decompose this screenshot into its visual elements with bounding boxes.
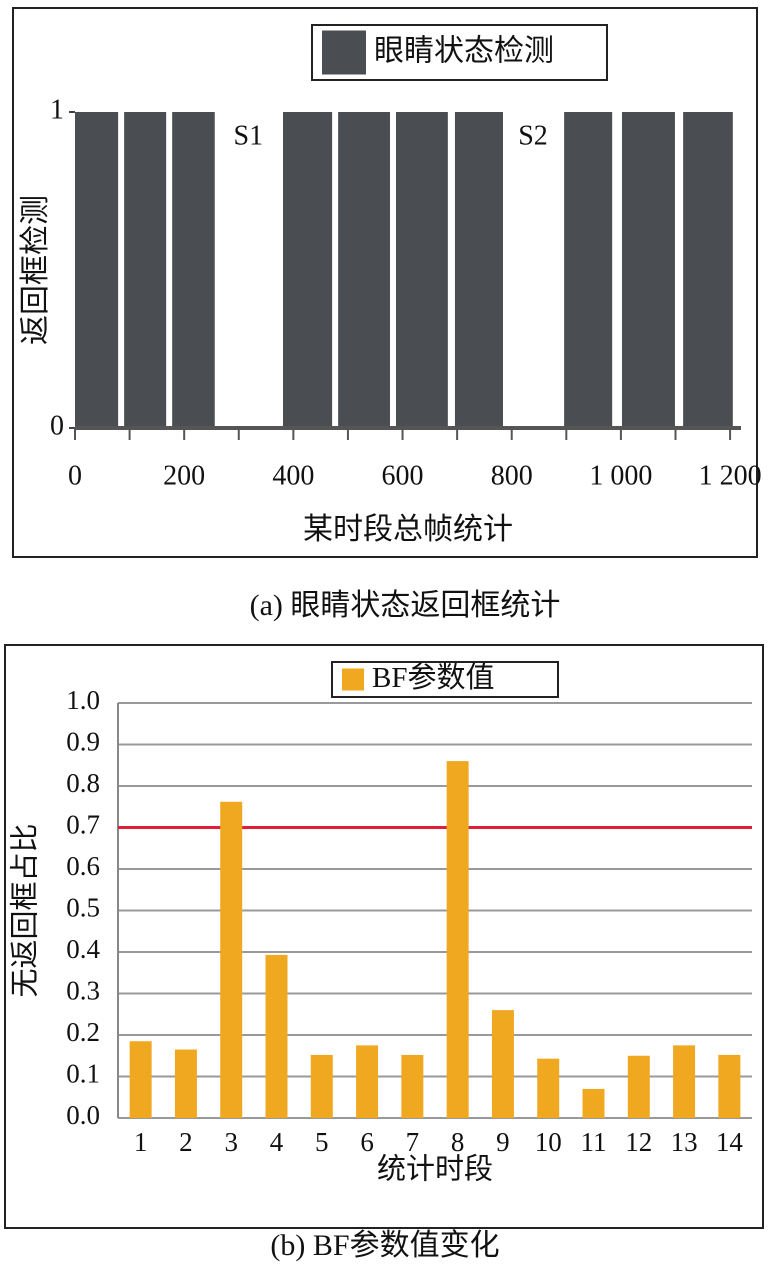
bar: [454, 112, 503, 428]
bar: [75, 112, 119, 428]
bar: [446, 761, 469, 1118]
x-tick-label: 6: [360, 1127, 374, 1157]
x-tick-label: 2: [179, 1127, 193, 1157]
bar: [564, 112, 613, 428]
x-tick-label: 400: [272, 460, 314, 491]
x-tick-label: 4: [270, 1127, 284, 1157]
legend-label: BF参数值: [372, 661, 494, 694]
caption: (b) BF参数值变化: [270, 1229, 499, 1262]
y-tick-label: 0.2: [66, 1017, 100, 1047]
bar: [395, 112, 448, 428]
legend-swatch: [322, 30, 366, 75]
bar: [282, 112, 333, 428]
bar: [627, 1055, 650, 1118]
annotation-segment: [215, 112, 281, 428]
y-tick-label: 1.0: [66, 685, 100, 715]
frame-b: [4, 644, 764, 1229]
y-tick-label: 0.6: [66, 851, 100, 881]
x-tick-label: 800: [491, 460, 533, 491]
y-axis-title: 无返回框占比: [9, 823, 42, 997]
y-tick-label: 0.1: [66, 1059, 100, 1089]
bar: [673, 1045, 696, 1118]
x-tick-label: 200: [163, 460, 205, 491]
bar: [582, 1088, 605, 1118]
bar: [537, 1058, 560, 1118]
y-tick-label: 0.9: [66, 727, 100, 757]
annotation-label: S2: [518, 120, 548, 151]
x-axis-title: 某时段总帧统计: [303, 513, 513, 546]
bar: [124, 112, 167, 428]
legend-swatch: [342, 668, 364, 691]
bar: [265, 954, 288, 1118]
y-tick-label: 0.8: [66, 768, 100, 798]
x-tick-label: 14: [716, 1127, 744, 1157]
y-tick-label: 0: [50, 410, 64, 441]
legend-label: 眼睛状态检测: [374, 34, 554, 67]
annotation-segment: [504, 112, 562, 428]
x-tick-label: 3: [224, 1127, 238, 1157]
x-tick-label: 1 200: [699, 460, 762, 491]
bar: [338, 112, 390, 428]
annotation-label: S1: [234, 120, 264, 151]
x-tick-label: 11: [581, 1127, 607, 1157]
x-tick-label: 1: [134, 1127, 148, 1157]
x-tick-label: 5: [315, 1127, 329, 1157]
bar: [172, 112, 215, 428]
bar: [129, 1041, 152, 1118]
x-tick-label: 0: [68, 460, 82, 491]
bar: [683, 112, 733, 428]
x-tick-label: 10: [535, 1127, 562, 1157]
x-tick-label: 1 000: [589, 460, 652, 491]
y-tick-label: 0.0: [66, 1100, 100, 1130]
bar: [718, 1054, 741, 1118]
caption: (a) 眼睛状态返回框统计: [250, 589, 561, 622]
bar: [491, 1010, 514, 1118]
x-tick-label: 7: [406, 1127, 420, 1157]
y-tick-label: 0.5: [66, 893, 100, 923]
bar: [401, 1054, 424, 1118]
x-tick-label: 12: [625, 1127, 652, 1157]
frame-a: [12, 7, 758, 558]
bar: [621, 112, 675, 428]
y-tick-label: 0.7: [66, 810, 100, 840]
y-tick-label: 0.3: [66, 976, 100, 1006]
bar: [220, 801, 243, 1118]
bar: [310, 1054, 333, 1118]
legend-box: [331, 661, 559, 698]
y-tick-label: 1: [50, 94, 64, 125]
bar: [356, 1045, 379, 1118]
bar: [174, 1049, 197, 1118]
x-tick-label: 13: [671, 1127, 698, 1157]
x-axis-title: 统计时段: [377, 1153, 493, 1186]
x-tick-label: 600: [382, 460, 424, 491]
x-tick-label: 8: [451, 1127, 465, 1157]
x-tick-label: 9: [496, 1127, 510, 1157]
y-axis-title: 返回框检测: [19, 195, 52, 345]
y-tick-label: 0.4: [66, 934, 100, 964]
